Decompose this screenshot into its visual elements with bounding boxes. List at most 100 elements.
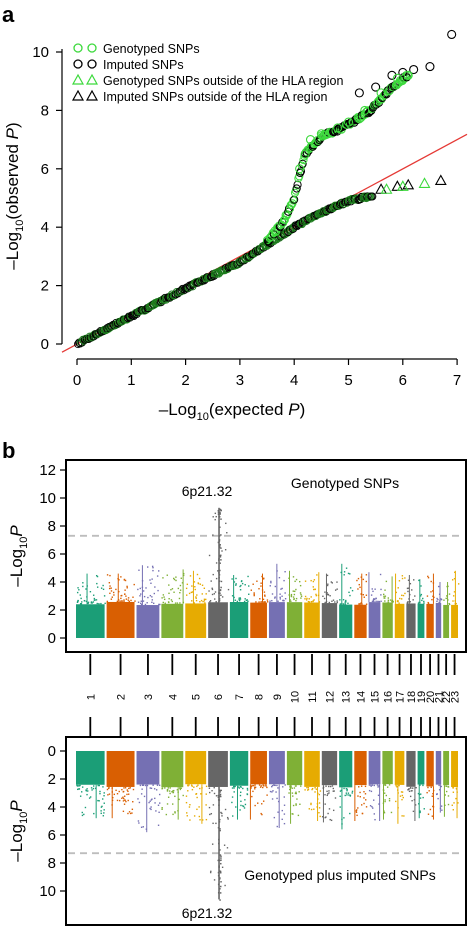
legend-marker-triangle	[85, 73, 99, 85]
snp-point	[332, 599, 335, 601]
snp-point-peak	[218, 804, 220, 806]
snp-point	[258, 784, 261, 786]
snp-point	[448, 603, 451, 606]
snp-point	[409, 582, 412, 585]
snp-point-peak	[220, 547, 222, 549]
snp-point	[181, 582, 184, 584]
snp-point	[211, 843, 214, 845]
snp-point	[388, 797, 391, 800]
snp-point	[195, 793, 197, 795]
snp-point	[420, 593, 423, 596]
snp-point	[83, 813, 85, 816]
snp-point	[208, 590, 210, 592]
snp-point	[137, 588, 139, 591]
chromosome-band	[136, 605, 160, 638]
snp-point	[83, 599, 86, 602]
snp-point	[370, 784, 372, 786]
snp-point	[329, 785, 332, 788]
snp-point	[96, 575, 99, 578]
snp-point	[258, 588, 260, 590]
snp-point	[108, 587, 111, 590]
snp-point-circle	[316, 129, 326, 139]
legend-marker-triangle	[71, 73, 85, 85]
chromosome-label: 20	[425, 691, 437, 703]
snp-point	[365, 799, 367, 801]
snp-point	[383, 595, 385, 598]
snp-point-peak	[218, 838, 220, 841]
panel-b-bottom-plot-area	[68, 751, 464, 901]
snp-point	[373, 813, 376, 815]
snp-point	[357, 795, 359, 797]
snp-point	[103, 792, 105, 794]
snp-point	[328, 790, 330, 792]
snp-point	[82, 582, 84, 584]
snp-point	[185, 801, 188, 804]
snp-point	[370, 790, 373, 793]
snp-point-peak	[218, 865, 220, 867]
snp-point	[141, 784, 144, 786]
snp-point	[151, 798, 153, 800]
snp-point	[123, 579, 126, 581]
snp-point	[430, 591, 432, 593]
snp-point	[158, 784, 161, 787]
snp-point	[351, 589, 354, 592]
snp-point	[310, 808, 313, 811]
snp-point	[205, 593, 207, 595]
snp-point-peak	[220, 881, 222, 883]
snp-point	[109, 585, 111, 587]
snp-point	[306, 597, 308, 600]
snp-point	[242, 787, 244, 790]
snp-point	[427, 575, 429, 578]
y-tick-label: 0	[41, 336, 49, 353]
snp-point	[422, 597, 424, 600]
snp-point	[271, 593, 274, 595]
chromosome-band	[304, 602, 320, 638]
snp-point	[343, 571, 346, 573]
snp-point	[270, 581, 272, 584]
snp-point-peak	[219, 892, 222, 894]
snp-point	[308, 601, 311, 603]
snp-point	[112, 796, 114, 799]
snp-point	[211, 588, 214, 591]
snp-point	[210, 580, 212, 582]
snp-point	[122, 810, 125, 813]
snp-point	[98, 800, 100, 802]
snp-point	[214, 512, 217, 515]
snp-point	[133, 583, 135, 586]
snp-point	[215, 795, 218, 797]
panel-a: a 0 1 2 3 4 5 6 7 0 2 4 6 8 10 Genotyped SNPs Imputed…	[2, 2, 468, 423]
snp-point	[283, 804, 286, 806]
snp-point	[130, 599, 132, 602]
snp-point	[428, 790, 430, 792]
chromosome-label: 18	[406, 691, 418, 703]
snp-point	[193, 786, 195, 788]
snp-point	[420, 585, 422, 587]
snp-point	[241, 582, 244, 585]
snp-point	[91, 602, 93, 604]
snp-point-circle	[354, 88, 364, 98]
snp-point	[236, 600, 239, 603]
snp-point-peak	[218, 559, 220, 561]
snp-point	[368, 784, 371, 786]
snp-point	[368, 192, 377, 201]
snp-point	[326, 584, 329, 587]
snp-point	[166, 803, 169, 805]
y-tick-label: 8	[41, 102, 49, 119]
chromosome-label: 23	[450, 691, 462, 703]
panel-a-x-ticks: 0 1 2 3 4 5 6 7	[73, 359, 461, 389]
snp-point	[169, 787, 171, 789]
snp-point	[193, 815, 196, 817]
snp-point	[264, 601, 266, 603]
snp-point	[445, 597, 447, 600]
snp-point	[224, 884, 226, 887]
snp-point	[294, 785, 297, 787]
snp-point	[258, 601, 260, 603]
snp-point	[88, 797, 91, 799]
snp-point	[191, 785, 193, 787]
chromosome-band	[185, 603, 207, 638]
snp-point	[205, 804, 207, 806]
snp-point	[77, 785, 79, 787]
snp-point	[413, 579, 415, 581]
snp-point	[213, 786, 215, 789]
snp-point	[311, 788, 313, 791]
